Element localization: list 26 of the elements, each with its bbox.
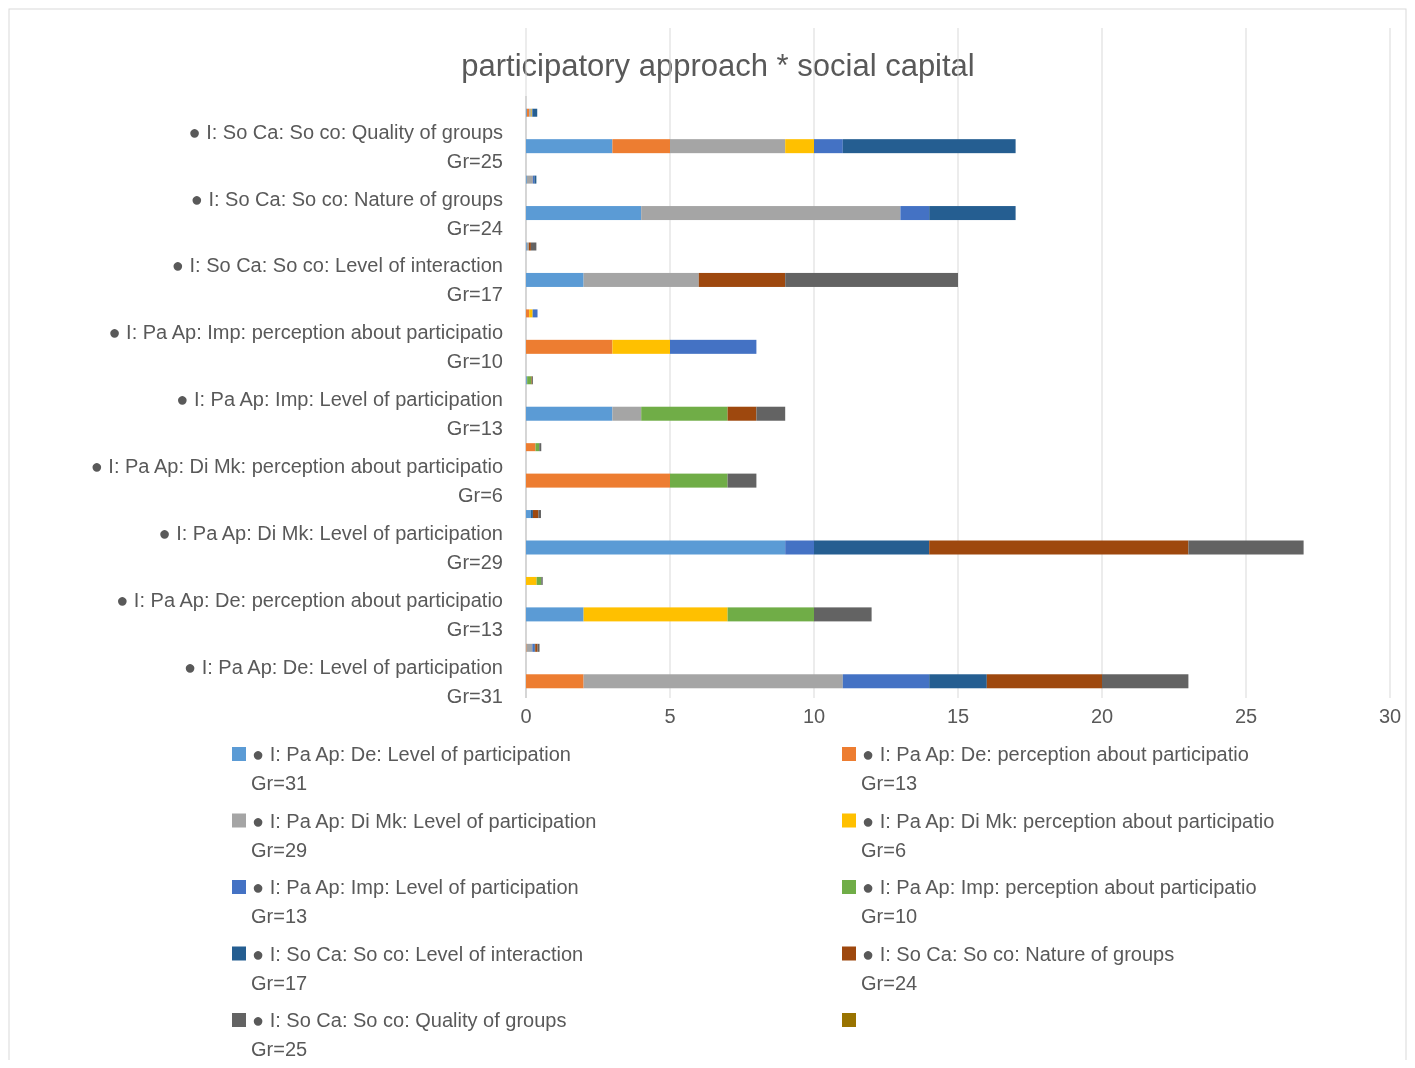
x-tick-label: 0 [520, 705, 532, 727]
x-tick-label: 15 [946, 705, 970, 727]
legend-label: ● I: Pa Ap: De: Level of participation Gr=31 [251, 743, 571, 794]
x-tick-label: 5 [664, 705, 676, 727]
legend-label: ● I: Pa Ap: Imp: perception about participatio Gr=10 [861, 876, 1257, 927]
y-tick-label: ● I: So Ca: So co: Quality of groups Gr=25 [188, 120, 503, 172]
x-tick-label: 20 [1090, 705, 1114, 727]
x-tick-label: 25 [1234, 705, 1258, 727]
y-tick-label: ● I: Pa Ap: Imp: Level of participation Gr=13 [176, 388, 503, 440]
chart-title: participatory approach * social capital [461, 47, 975, 83]
y-tick-label: ● I: Pa Ap: De: perception about participatio Gr=13 [116, 588, 503, 640]
legend-label: ● I: Pa Ap: Di Mk: Level of participation Gr=29 [251, 809, 597, 861]
legend-label: ● I: Pa Ap: De: perception about participatio Gr=13 [861, 743, 1249, 794]
legend-label: ● I: So Ca: So co: Quality of groups Gr=25 [251, 1009, 567, 1060]
y-tick-label: ● I: Pa Ap: De: Level of participation Gr=31 [184, 655, 503, 707]
y-tick-label: ● I: Pa Ap: Imp: perception about participatio Gr=10 [108, 321, 503, 373]
legend-label: ● I: Pa Ap: Imp: Level of participation Gr=13 [251, 876, 579, 927]
legend-label: ● I: Pa Ap: Di Mk: perception about participatio Gr=6 [861, 809, 1275, 861]
y-tick-label: ● I: So Ca: So co: Nature of groups Gr=24 [190, 187, 503, 239]
y-tick-label: ● I: So Ca: So co: Level of interaction Gr=17 [171, 254, 503, 306]
y-tick-label: ● I: Pa Ap: Di Mk: Level of participation Gr=29 [158, 522, 503, 573]
legend-label: ● I: So Ca: So co: Level of interaction Gr=17 [251, 942, 584, 994]
x-tick-label: 30 [1378, 705, 1402, 727]
y-tick-label: ● I: Pa Ap: Di Mk: perception about participatio Gr=6 [90, 455, 503, 507]
x-tick-label: 10 [802, 705, 826, 727]
legend-label: ● I: So Ca: So co: Nature of groups Gr=24 [861, 942, 1175, 994]
